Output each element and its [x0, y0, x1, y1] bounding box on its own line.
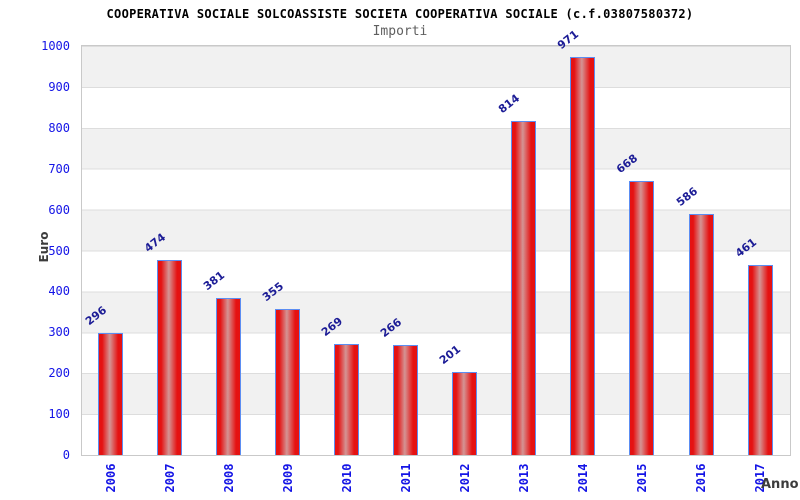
x-tick-label: 2012	[457, 463, 472, 493]
bar-value-label: 474	[142, 230, 169, 256]
bar-2011	[393, 345, 419, 455]
y-tick-label: 200	[48, 366, 70, 381]
bar-2010	[334, 343, 360, 455]
bar-value-label: 296	[82, 303, 110, 328]
bar-2016	[688, 214, 714, 455]
x-tick-label: 2014	[575, 463, 590, 493]
y-tick-label: 1000	[41, 39, 70, 53]
x-tick-label: 2015	[634, 463, 649, 493]
chart-subtitle: Importi	[372, 24, 428, 39]
x-tick-label: 2013	[516, 463, 531, 493]
x-tick-label: 2016	[694, 463, 708, 493]
y-tick-label: 0	[62, 448, 70, 462]
x-tick-label: 2011	[398, 463, 413, 493]
bar-2006	[98, 332, 123, 455]
x-tick-label: 2009	[280, 463, 295, 493]
y-tick-label: 500	[48, 243, 70, 258]
bar-2007	[157, 260, 183, 455]
x-axis-title: Anno	[761, 477, 799, 492]
bar-value-label: 381	[201, 268, 228, 294]
bar-2015	[629, 180, 655, 455]
bar-value-label: 266	[378, 315, 405, 341]
y-tick-label: 600	[48, 202, 70, 217]
x-tick-label: 2007	[162, 463, 177, 493]
x-tick-label: 2008	[221, 463, 236, 493]
y-tick-label: 400	[48, 284, 70, 299]
y-tick-label: 700	[48, 161, 70, 176]
bar-2017	[747, 265, 773, 455]
chart-title: COOPERATIVA SOCIALE SOLCOASSISTE SOCIETA…	[106, 7, 694, 21]
bar-value-label: 355	[260, 279, 287, 304]
y-tick-label: 300	[48, 325, 70, 340]
bar-value-label: 269	[319, 314, 346, 339]
bar-value-label: 461	[732, 236, 759, 261]
y-tick-label: 100	[48, 407, 70, 422]
x-tick-label: 2010	[339, 463, 354, 493]
bar-value-label: 668	[614, 151, 641, 176]
bar-value-label: 586	[673, 184, 700, 210]
bar-2014	[570, 56, 596, 455]
plot-area: 296 474 381 355 269 266 201 814 971 668 586 461	[82, 27, 790, 455]
bar-value-label: 201	[437, 342, 464, 367]
bar-2012	[452, 371, 478, 455]
bar-value-label: 814	[496, 91, 523, 117]
y-tick-label: 800	[48, 120, 70, 135]
y-tick-label: 900	[48, 79, 70, 94]
bar-2009	[275, 308, 301, 455]
bar-2013	[511, 121, 537, 455]
bar-2008	[216, 298, 242, 455]
x-tick-label: 2006	[103, 463, 118, 493]
